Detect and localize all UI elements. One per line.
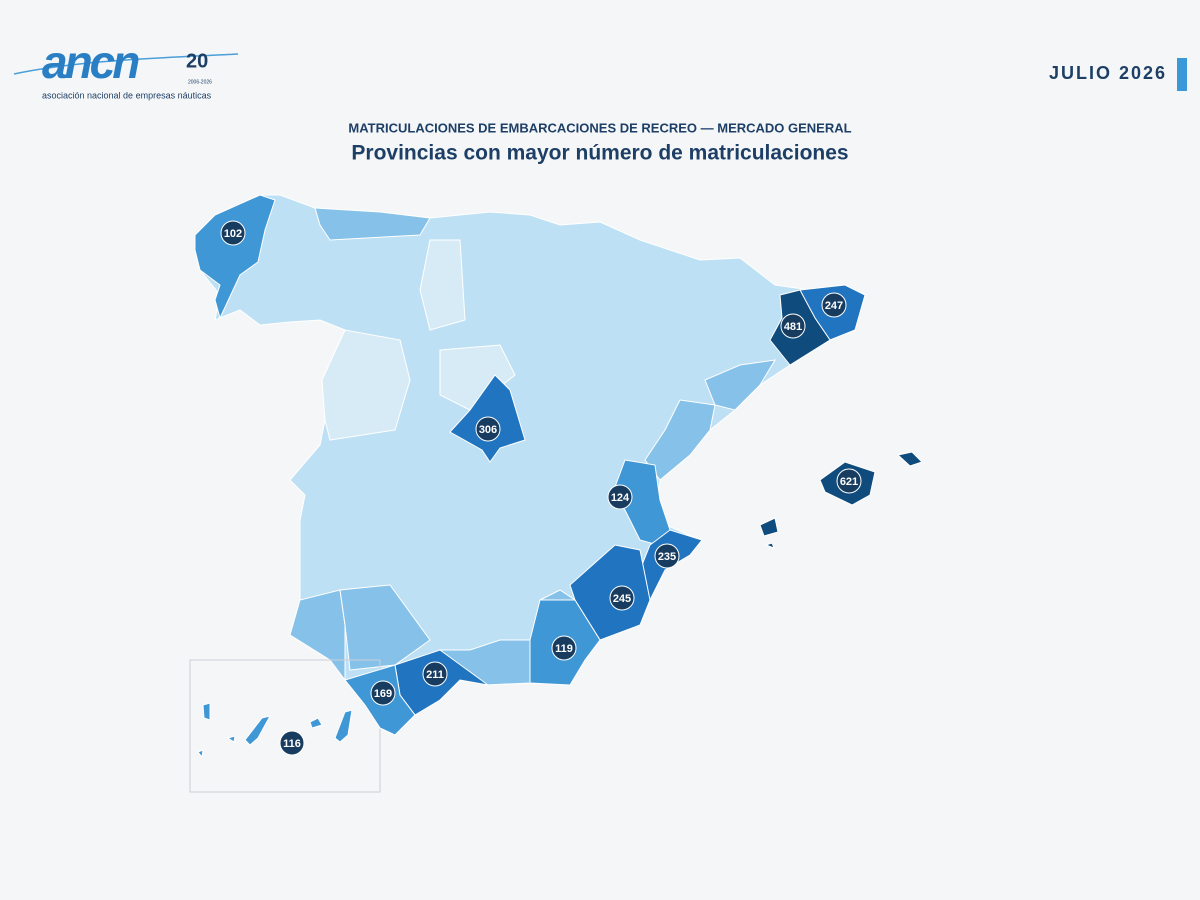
value-marker xyxy=(780,313,806,339)
value-label: 119 xyxy=(555,643,573,655)
value-label: 247 xyxy=(825,300,843,312)
value-label: 169 xyxy=(374,688,392,700)
value-label: 306 xyxy=(479,424,497,436)
period-accent xyxy=(1177,58,1187,91)
province xyxy=(244,715,271,746)
region-light xyxy=(321,329,411,441)
region-mid xyxy=(644,399,716,481)
markers: 102 247 481 306 621 124 235 245 119 211 169 116 xyxy=(220,220,862,756)
province xyxy=(764,542,775,549)
value-label: 124 xyxy=(611,492,630,504)
value-marker xyxy=(422,661,448,687)
province xyxy=(202,702,211,721)
chart-title: Provincias con mayor número de matricula… xyxy=(351,142,848,165)
value-label: 235 xyxy=(658,551,676,563)
logo-badge: 20 xyxy=(186,50,208,72)
province xyxy=(194,194,276,320)
province xyxy=(334,709,353,743)
value-label: 211 xyxy=(426,669,444,681)
value-marker xyxy=(607,484,633,510)
province xyxy=(197,749,204,759)
logo-subtitle: asociación nacional de empresas náuticas xyxy=(42,90,212,100)
province xyxy=(896,451,923,467)
value-marker xyxy=(836,468,862,494)
value-marker xyxy=(220,220,246,246)
value-marker xyxy=(551,635,577,661)
logo: ancn 20 2006-2026 asociación nacional de… xyxy=(13,36,239,100)
logo-text: ancn xyxy=(42,36,139,88)
value-label: 102 xyxy=(224,228,242,240)
value-label: 245 xyxy=(613,593,631,605)
region-mid xyxy=(314,207,431,241)
logo-swoosh xyxy=(13,53,239,75)
value-label: 481 xyxy=(784,321,802,333)
value-label: 116 xyxy=(283,738,301,750)
chart-subtitle: MATRICULACIONES DE EMBARCACIONES DE RECR… xyxy=(348,120,851,135)
province xyxy=(569,544,651,641)
value-label: 621 xyxy=(840,476,858,488)
period: JULIO 2026 xyxy=(1049,63,1167,83)
highlighted-regions xyxy=(194,194,923,759)
value-marker xyxy=(475,416,501,442)
value-marker xyxy=(370,680,396,706)
province xyxy=(759,517,779,537)
region-mid xyxy=(339,584,431,671)
province xyxy=(309,717,323,729)
value-marker xyxy=(654,543,680,569)
value-marker xyxy=(609,585,635,611)
value-marker xyxy=(279,730,305,756)
logo-years: 2006-2026 xyxy=(188,79,212,85)
province xyxy=(226,735,236,743)
region-light xyxy=(419,239,466,331)
value-marker xyxy=(821,292,847,318)
